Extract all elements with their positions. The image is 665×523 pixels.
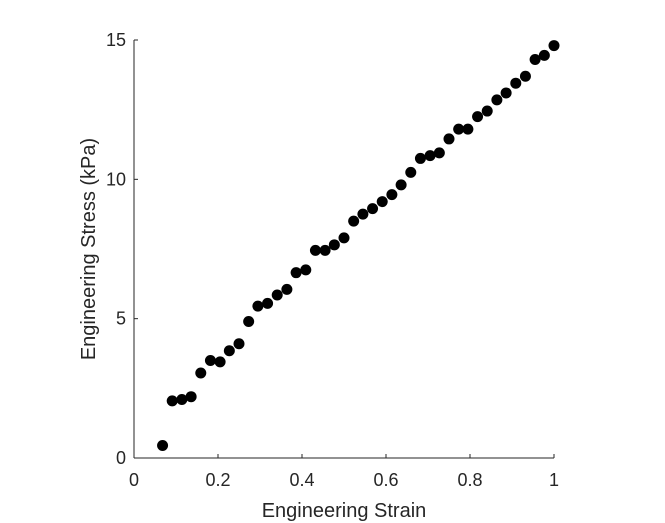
data-point <box>529 54 541 66</box>
data-point <box>395 179 407 191</box>
data-point <box>300 264 312 276</box>
data-point <box>386 189 398 201</box>
data-point <box>281 283 293 295</box>
data-point <box>510 77 522 89</box>
data-point <box>290 267 302 279</box>
data-point <box>405 166 417 178</box>
data-point <box>357 208 369 220</box>
data-point <box>185 391 197 403</box>
x-tick-label: 0.8 <box>457 470 482 490</box>
data-point <box>376 196 388 208</box>
x-axis-label: Engineering Strain <box>262 500 427 522</box>
data-point <box>348 215 360 227</box>
data-point <box>491 94 503 106</box>
x-ticks: 0 0.2 0.4 0.6 0.8 1 <box>129 454 559 490</box>
data-point <box>500 87 512 99</box>
data-point <box>252 300 264 312</box>
data-point <box>319 244 331 256</box>
data-point <box>481 105 493 117</box>
x-tick-label: 0.2 <box>205 470 230 490</box>
y-ticks: 0 5 10 15 <box>106 30 138 468</box>
data-point <box>414 152 426 164</box>
x-tick-label: 1 <box>549 470 559 490</box>
y-tick-label: 10 <box>106 169 126 189</box>
data-point <box>243 315 255 327</box>
data-points <box>157 40 560 451</box>
data-point <box>166 395 178 407</box>
data-point <box>453 123 465 135</box>
data-point <box>538 49 550 61</box>
y-tick-label: 15 <box>106 30 126 50</box>
x-tick-label: 0 <box>129 470 139 490</box>
data-point <box>262 297 274 309</box>
y-tick-label: 5 <box>116 309 126 329</box>
axes <box>133 40 554 459</box>
x-tick-label: 0.6 <box>373 470 398 490</box>
data-point <box>328 239 340 251</box>
data-point <box>548 40 560 52</box>
data-point <box>433 147 445 159</box>
data-point <box>338 232 350 244</box>
data-point <box>309 244 321 256</box>
data-point <box>204 354 216 366</box>
data-point <box>472 111 484 123</box>
data-point <box>233 338 245 350</box>
data-point <box>223 345 235 357</box>
x-tick-label: 0.4 <box>289 470 314 490</box>
data-point <box>176 393 188 405</box>
data-point <box>157 439 169 451</box>
data-point <box>443 133 455 145</box>
y-axis-label: Engineering Stress (kPa) <box>78 138 100 360</box>
y-tick-label: 0 <box>116 448 126 468</box>
data-point <box>271 289 283 301</box>
data-point <box>214 356 226 368</box>
data-point <box>424 150 436 162</box>
data-point <box>195 367 207 379</box>
data-point <box>462 123 474 135</box>
data-point <box>367 203 379 215</box>
data-point <box>519 70 531 82</box>
